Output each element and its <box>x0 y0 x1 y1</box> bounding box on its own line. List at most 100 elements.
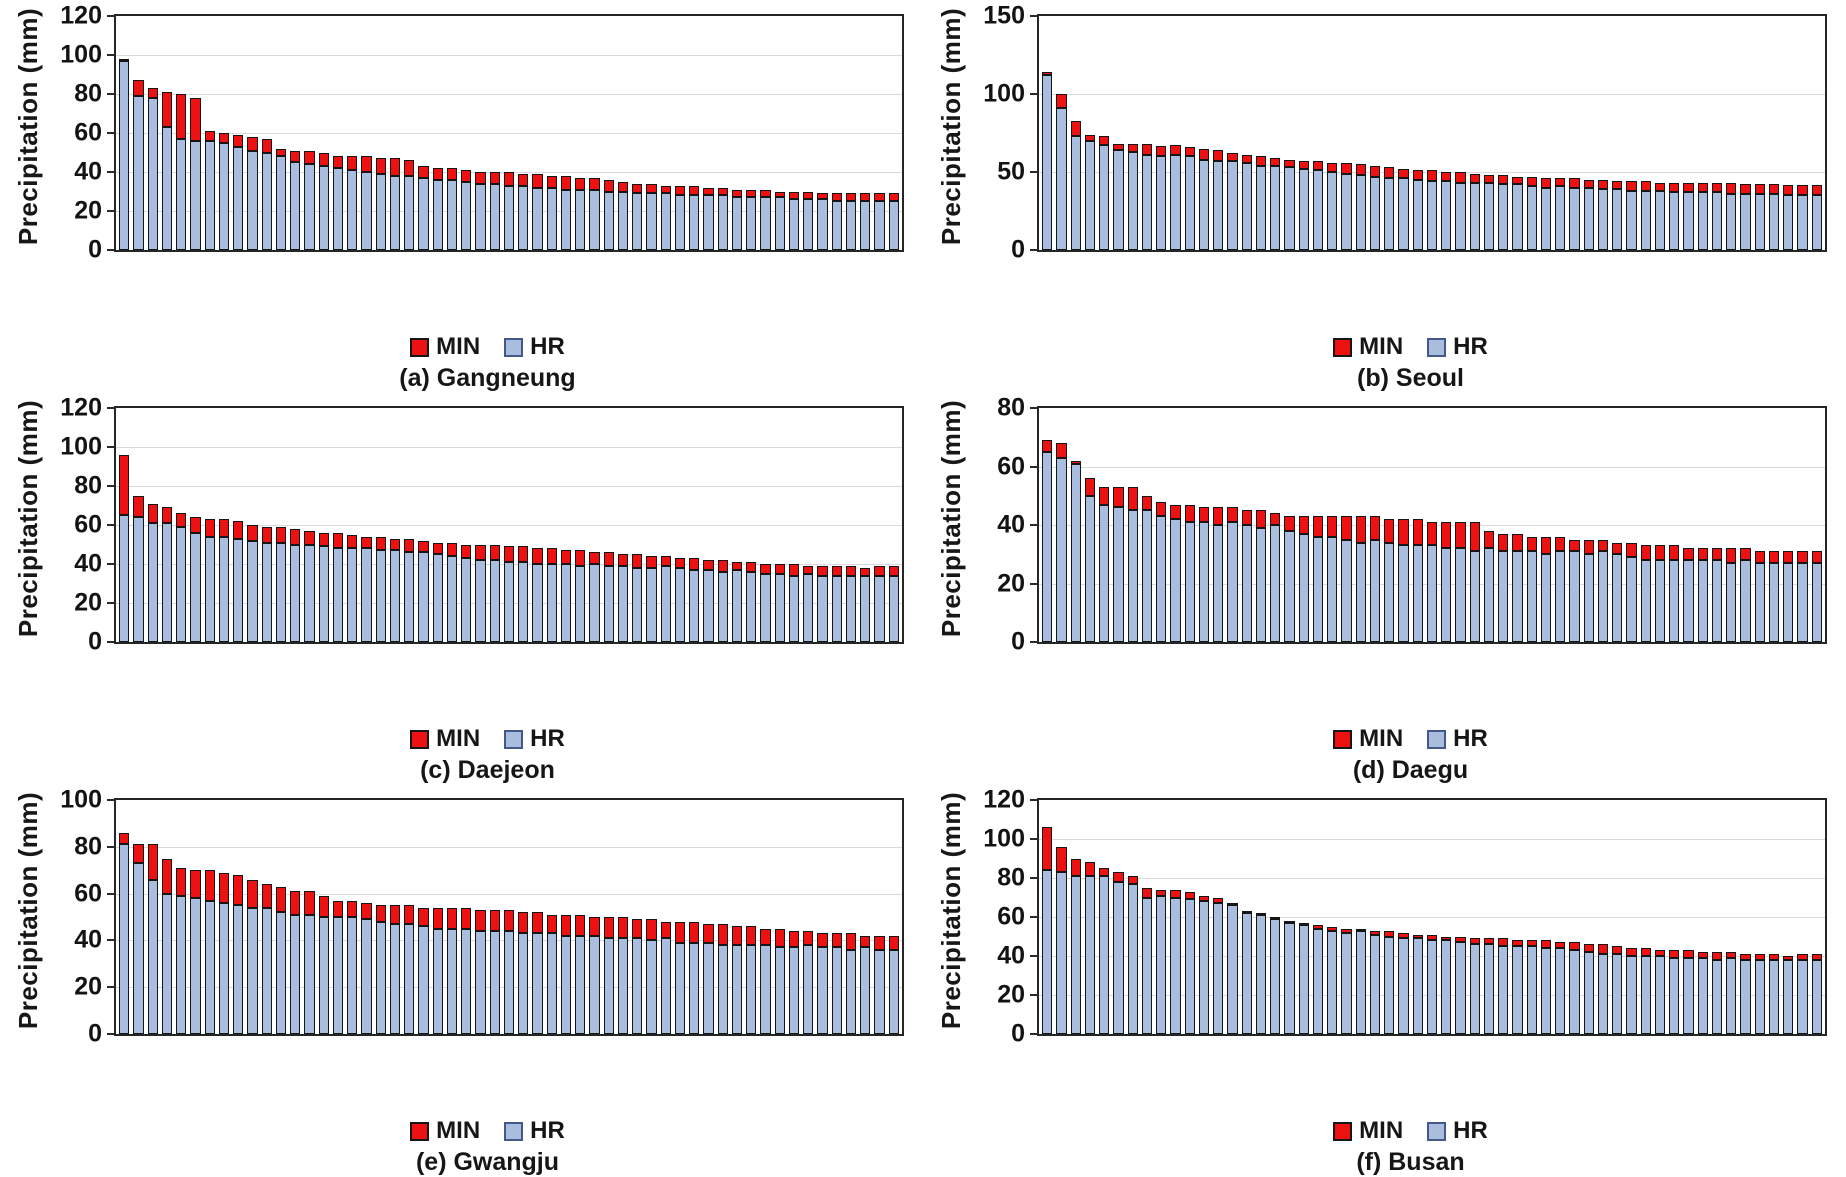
stacked-bar <box>1070 460 1081 642</box>
hr-segment <box>1626 956 1637 1034</box>
hr-segment <box>860 575 871 642</box>
stacked-bar <box>304 150 315 250</box>
min-segment <box>845 565 856 576</box>
stacked-bar <box>247 525 258 642</box>
stacked-bar <box>1042 440 1053 642</box>
hr-segment <box>731 197 742 250</box>
hr-segment <box>1170 519 1181 642</box>
stacked-bar <box>1426 522 1437 642</box>
hr-segment <box>1683 957 1694 1034</box>
hr-segment <box>803 199 814 250</box>
chart-caption: (e) Gwangju <box>415 1148 560 1176</box>
stacked-bar <box>888 565 899 642</box>
stacked-bar <box>1540 536 1551 642</box>
min-segment <box>503 910 514 932</box>
y-axis-title-column: Precipitation (mm) <box>6 0 52 252</box>
stacked-bar <box>1654 950 1665 1034</box>
min-segment <box>1455 522 1466 549</box>
min-legend-swatch-icon <box>1333 729 1353 749</box>
min-segment <box>1056 94 1067 109</box>
hr-segment <box>632 193 643 250</box>
stacked-bar <box>147 88 158 250</box>
min-segment <box>1099 868 1110 877</box>
gridline <box>116 447 902 448</box>
gridline <box>116 846 902 848</box>
stacked-bar <box>1341 162 1352 250</box>
y-axis-title-column: Precipitation (mm) <box>6 392 52 644</box>
stacked-bar <box>518 546 529 642</box>
stacked-bar <box>1412 519 1423 642</box>
stacked-bar <box>1640 948 1651 1034</box>
hr-segment <box>817 199 828 250</box>
min-segment <box>1783 184 1794 196</box>
stacked-bar <box>1726 548 1737 642</box>
hr-segment <box>1084 495 1095 642</box>
stacked-bar <box>1042 72 1053 250</box>
hr-segment <box>1640 190 1651 250</box>
stacked-bar <box>275 526 286 642</box>
min-segment <box>1355 164 1366 176</box>
hr-segment <box>603 565 614 642</box>
min-segment <box>1597 944 1608 955</box>
stacked-bar <box>1654 545 1665 642</box>
hr-segment <box>1298 168 1309 250</box>
min-segment <box>1156 501 1167 517</box>
y-tick-label: 20 <box>74 972 102 1001</box>
y-axis-title: Precipitation (mm) <box>936 7 967 245</box>
hr-segment <box>1312 928 1323 1034</box>
min-segment <box>817 565 828 576</box>
hr-segment <box>404 924 415 1034</box>
min-segment <box>1327 516 1338 537</box>
stacked-bar <box>1298 922 1309 1034</box>
hr-segment <box>1255 527 1266 642</box>
hr-segment <box>1669 192 1680 250</box>
stacked-bar <box>1184 891 1195 1034</box>
min-segment <box>1298 516 1309 534</box>
stacked-bar <box>290 891 301 1034</box>
stacked-bar <box>603 179 614 250</box>
stacked-bar <box>1341 928 1352 1034</box>
y-axis-title-column: Precipitation (mm) <box>929 0 975 252</box>
min-segment <box>1640 545 1651 561</box>
hr-segment <box>1540 948 1551 1034</box>
min-segment <box>532 912 543 934</box>
min-segment <box>1583 179 1594 188</box>
min-segment <box>1498 175 1509 185</box>
y-tick-mark <box>1030 465 1037 468</box>
hr-legend-label: HR <box>1453 1117 1488 1144</box>
hr-legend-label: HR <box>530 1117 565 1144</box>
hr-segment <box>1498 551 1509 642</box>
min-segment <box>731 562 742 570</box>
min-segment <box>760 928 771 946</box>
stacked-bar <box>461 170 472 250</box>
hr-segment <box>888 575 899 642</box>
y-axis-title-column: Precipitation (mm) <box>929 392 975 644</box>
stacked-bar <box>1797 954 1808 1034</box>
min-segment <box>290 891 301 915</box>
hr-segment <box>275 156 286 250</box>
chart-row: 0 20 40 60 80 100 <box>52 786 923 1048</box>
hr-segment <box>347 917 358 1034</box>
stacked-bar <box>1483 530 1494 642</box>
stacked-bar <box>1255 913 1266 1034</box>
stacked-bar <box>1597 539 1608 642</box>
min-segment <box>1654 545 1665 561</box>
y-tick-label: 80 <box>74 471 102 500</box>
min-segment <box>1726 182 1737 194</box>
stacked-bar <box>1512 176 1523 250</box>
min-segment <box>1783 956 1794 960</box>
min-segment <box>461 544 472 559</box>
hr-segment <box>1369 176 1380 250</box>
stacked-bar <box>1141 143 1152 250</box>
stacked-bar <box>1669 182 1680 250</box>
hr-segment <box>233 905 244 1034</box>
stacked-bar <box>1740 954 1751 1034</box>
min-segment <box>617 554 628 566</box>
min-segment <box>1555 536 1566 552</box>
hr-segment <box>1711 959 1722 1034</box>
min-segment <box>1512 533 1523 552</box>
stacked-bar <box>1141 887 1152 1034</box>
min-segment <box>1284 920 1295 923</box>
min-segment <box>1697 952 1708 958</box>
stacked-bar <box>404 538 415 642</box>
